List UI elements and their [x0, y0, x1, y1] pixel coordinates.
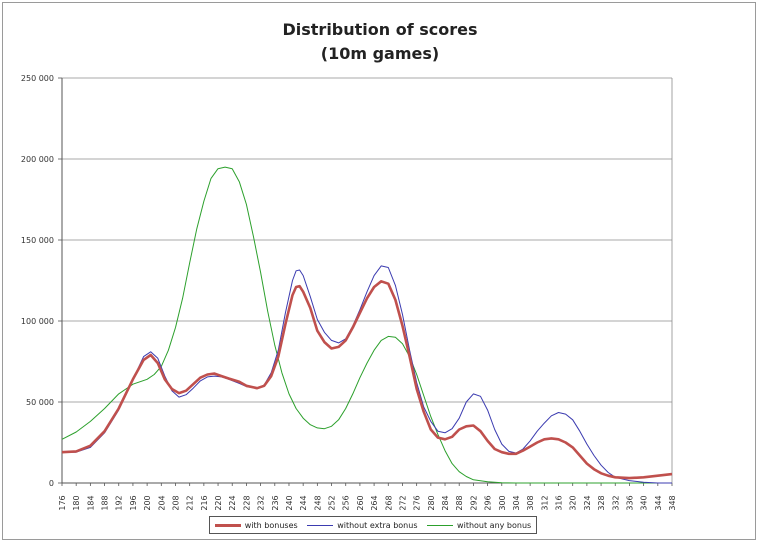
series-line-without-extra-bonus [62, 265, 672, 484]
x-tick-label: 320 [569, 495, 578, 510]
legend: with bonuses without extra bonus without a… [209, 516, 537, 534]
legend-label: without any bonus [457, 520, 532, 530]
legend-label: without extra bonus [337, 520, 418, 530]
x-tick-label: 240 [285, 495, 294, 510]
legend-swatch [214, 523, 241, 527]
legend-swatch [427, 524, 454, 526]
x-tick-label: 196 [129, 495, 138, 510]
x-tick-label: 232 [257, 495, 266, 510]
x-tick-label: 268 [384, 495, 393, 510]
x-tick-label: 344 [654, 495, 663, 510]
series-line-without-any-bonus [61, 166, 672, 484]
x-tick-label: 264 [370, 495, 379, 510]
y-tick-label: 0 [49, 479, 54, 488]
x-tick-label: 308 [526, 495, 535, 510]
x-tick-label: 248 [313, 495, 322, 510]
x-tick-label: 188 [101, 495, 110, 510]
y-tick-labels: 0 50 000 100 000 150 000 200 000 250 000 [21, 74, 54, 488]
x-tick-label: 216 [200, 495, 209, 510]
x-tick-label: 300 [498, 495, 507, 510]
x-tick-label: 284 [441, 495, 450, 510]
x-tick-label: 288 [455, 495, 464, 510]
x-tick-label: 336 [625, 495, 634, 510]
x-tick-label: 332 [611, 495, 620, 510]
x-tick-label: 228 [242, 495, 251, 510]
x-tick-label: 176 [58, 495, 67, 510]
y-tick-label: 250 000 [21, 74, 54, 83]
x-tick-label: 252 [328, 495, 337, 510]
x-tick-label: 180 [72, 495, 81, 510]
x-tick-label: 244 [299, 495, 308, 510]
x-tick-label: 236 [271, 495, 280, 510]
x-tick-label: 220 [214, 495, 223, 510]
x-tick-label: 348 [668, 495, 677, 510]
x-tick-label: 272 [398, 495, 407, 510]
y-tick-label: 100 000 [21, 317, 54, 326]
chart-title-line: Distribution of scores [282, 20, 478, 39]
x-tick-label: 296 [484, 495, 493, 510]
x-tick-label: 224 [228, 495, 237, 510]
x-tick-label: 312 [540, 495, 549, 510]
legend-item: without any bonus [427, 521, 531, 530]
x-tick-label: 184 [86, 495, 95, 510]
x-tick-label: 328 [597, 495, 606, 510]
x-tick-label: 192 [115, 495, 124, 510]
series-line-with-bonuses [61, 280, 673, 480]
series-lines [61, 166, 673, 484]
x-tick-label: 304 [512, 495, 521, 510]
legend-label: with bonuses [244, 520, 298, 530]
x-tick-label: 324 [583, 495, 592, 510]
legend-item: without extra bonus [307, 520, 418, 530]
x-tick-labels: 176 180 184 188 192 196 200 204 208 212 216 220 224 2… [58, 495, 677, 510]
legend-swatch [307, 524, 334, 526]
axes [58, 77, 673, 486]
x-tick-label: 208 [171, 495, 180, 510]
x-tick-label: 212 [186, 495, 195, 510]
y-tick-label: 150 000 [21, 236, 54, 245]
y-tick-label: 200 000 [21, 155, 54, 164]
x-tick-label: 316 [555, 495, 564, 510]
chart-title: Distribution of scores (10m games) [0, 18, 760, 66]
x-tick-label: 256 [342, 495, 351, 510]
chart-subtitle-line: (10m games) [320, 44, 440, 63]
x-tick-label: 260 [356, 495, 365, 510]
x-tick-label: 204 [157, 495, 166, 510]
x-tick-label: 292 [469, 495, 478, 510]
y-tick-label: 50 000 [26, 398, 54, 407]
x-tick-label: 200 [143, 495, 152, 510]
grid-lines [62, 77, 672, 403]
x-tick-label: 276 [413, 495, 422, 510]
legend-item: with bonuses [214, 520, 298, 530]
x-tick-label: 340 [640, 495, 649, 510]
x-tick-label: 280 [427, 495, 436, 510]
